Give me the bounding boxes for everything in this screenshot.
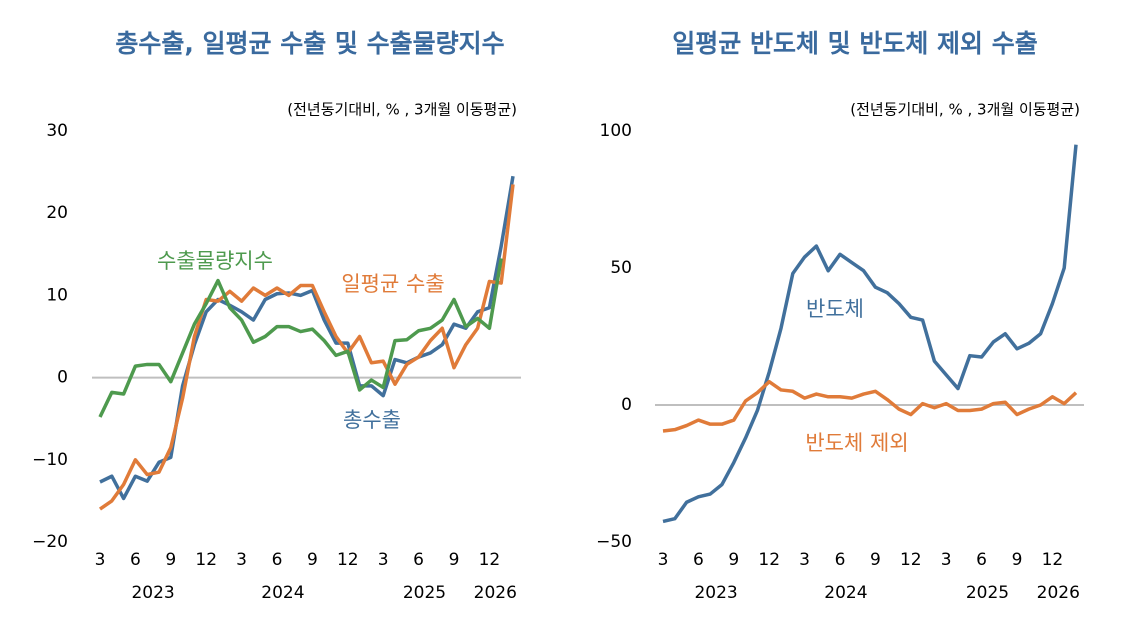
x-tick-label: 3 [236,550,247,570]
x-tick-label: 3 [799,550,810,570]
series-label: 총수출 [343,408,401,432]
year-label: 2023 [694,583,737,603]
x-tick-label: 3 [95,550,106,570]
y-tick-label: 100 [600,121,632,141]
year-label: 2025 [403,583,446,603]
year-label: 2026 [474,583,517,603]
x-tick-label: 9 [307,550,318,570]
year-label: 2024 [824,583,867,603]
chart-title: 총수출, 일평균 수출 및 수출물량지수 [115,29,504,58]
chart-subtitle: (전년동기대비, % , 3개월 이동평균) [287,101,517,119]
x-tick-label: 6 [130,550,141,570]
x-tick-label: 3 [658,550,669,570]
y-tick-label: 50 [610,258,632,278]
x-tick-label: 6 [693,550,704,570]
series-label: 반도체 [806,297,864,321]
x-tick-label: 6 [272,550,283,570]
x-tick-label: 12 [900,550,922,570]
y-tick-label: −50 [596,532,632,552]
x-tick-label: 12 [758,550,780,570]
x-tick-label: 9 [728,550,739,570]
series-line [99,175,515,501]
x-tick-label: 6 [976,550,987,570]
x-tick-label: 3 [378,550,389,570]
x-tick-label: 9 [1012,550,1023,570]
series-line [662,379,1078,433]
series-label: 일평균 수출 [341,272,444,296]
series-label: 반도체 제외 [805,431,908,455]
series-label: 수출물량지수 [157,249,273,273]
series-line [98,184,515,511]
x-tick-label: 3 [941,550,952,570]
y-tick-label: 10 [46,285,68,305]
x-tick-label: 9 [449,550,460,570]
y-tick-label: 0 [621,395,632,415]
y-tick-label: −10 [32,450,68,470]
y-tick-label: 0 [57,368,68,388]
x-tick-label: 9 [165,550,176,570]
x-tick-label: 12 [195,550,217,570]
x-tick-label: 12 [1042,550,1064,570]
x-tick-label: 6 [413,550,424,570]
x-tick-label: 9 [870,550,881,570]
y-tick-label: −20 [32,532,68,552]
y-tick-label: 30 [46,121,68,141]
year-label: 2026 [1037,583,1080,603]
year-label: 2023 [131,583,174,603]
series-line [662,144,1078,524]
x-tick-label: 12 [337,550,359,570]
y-tick-label: 20 [46,203,68,223]
x-tick-label: 6 [835,550,846,570]
year-label: 2025 [966,583,1009,603]
series-line [98,258,503,418]
x-tick-label: 12 [479,550,501,570]
chart-title: 일평균 반도체 및 반도체 제외 수출 [672,29,1038,58]
chart-subtitle: (전년동기대비, % , 3개월 이동평균) [850,101,1080,119]
year-label: 2024 [261,583,304,603]
